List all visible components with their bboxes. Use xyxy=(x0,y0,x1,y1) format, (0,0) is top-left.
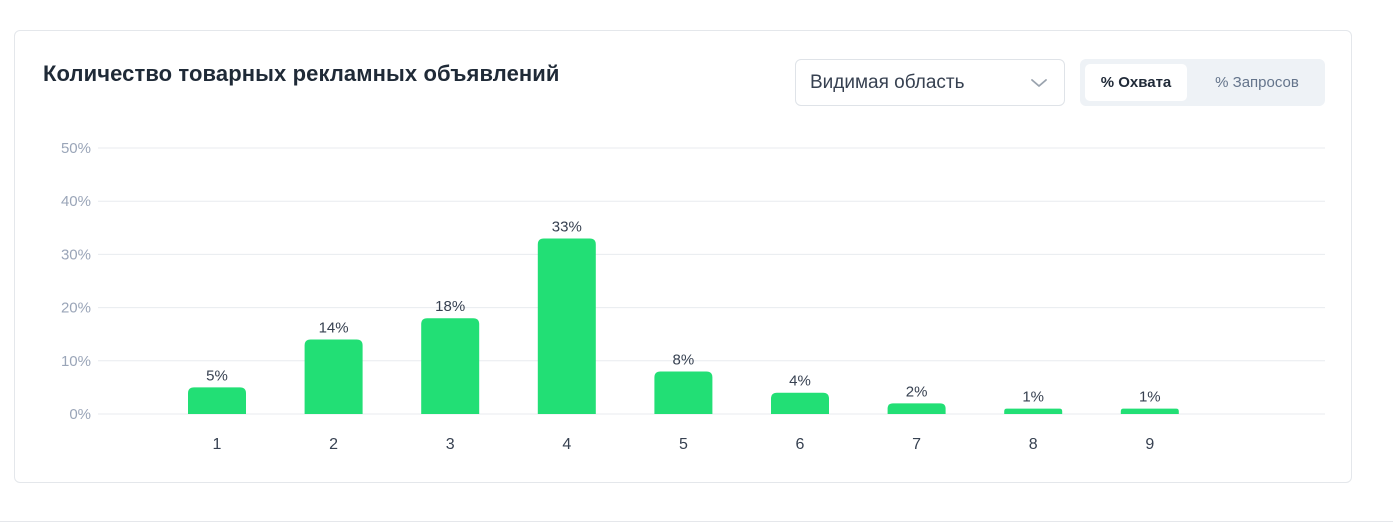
bar-9[interactable] xyxy=(1120,408,1179,414)
data-label: 33% xyxy=(552,218,582,235)
x-tick-label: 9 xyxy=(1145,436,1154,453)
bar-1[interactable] xyxy=(188,387,246,414)
chart-title: Количество товарных рекламных объявлений xyxy=(43,61,560,86)
x-tick-label: 6 xyxy=(796,436,805,453)
bar-7[interactable] xyxy=(887,403,946,414)
data-label: 4% xyxy=(789,373,811,390)
y-tick-label: 20% xyxy=(61,300,91,317)
x-tick-label: 2 xyxy=(329,436,338,453)
data-label: 1% xyxy=(1139,389,1161,406)
data-label: 1% xyxy=(1022,389,1044,406)
data-label: 14% xyxy=(319,320,349,337)
x-tick-label: 3 xyxy=(446,436,455,453)
y-axis-ticks: 0% 10% 20% 30% 40% 50% xyxy=(61,140,91,423)
data-labels: 5% 14% 18% 33% 8% 4% 2% 1% 1% xyxy=(206,218,1160,405)
y-tick-label: 50% xyxy=(61,140,91,157)
y-tick-label: 10% xyxy=(61,353,91,370)
bar-4[interactable] xyxy=(537,238,596,414)
x-tick-label: 4 xyxy=(562,436,571,453)
y-tick-label: 0% xyxy=(69,406,91,423)
bar-3[interactable] xyxy=(421,318,480,414)
data-label: 2% xyxy=(906,383,928,400)
y-tick-label: 30% xyxy=(61,246,91,263)
visibility-select[interactable]: Видимая область xyxy=(795,59,1065,106)
chevron-down-icon xyxy=(1031,79,1047,87)
visibility-select-value: Видимая область xyxy=(810,71,965,93)
metric-toggle: % Охвата % Запросов xyxy=(1080,59,1325,106)
x-tick-label: 1 xyxy=(213,436,222,453)
x-axis-ticks: 1 2 3 4 5 6 7 8 9 xyxy=(213,436,1155,453)
toggle-queries-option[interactable]: % Запросов xyxy=(1215,74,1299,91)
bar-6[interactable] xyxy=(771,392,829,414)
bar-8[interactable] xyxy=(1004,408,1063,414)
x-tick-label: 5 xyxy=(679,436,688,453)
data-label: 18% xyxy=(435,298,465,315)
toggle-reach-option[interactable]: % Охвата xyxy=(1085,64,1187,101)
bars xyxy=(188,238,1179,414)
x-tick-label: 7 xyxy=(912,436,921,453)
data-label: 5% xyxy=(206,367,228,384)
y-tick-label: 40% xyxy=(61,193,91,210)
bar-5[interactable] xyxy=(654,371,713,414)
page-bottom-divider xyxy=(0,521,1393,522)
data-label: 8% xyxy=(673,351,695,368)
x-tick-label: 8 xyxy=(1029,436,1038,453)
bar-2[interactable] xyxy=(304,339,363,414)
